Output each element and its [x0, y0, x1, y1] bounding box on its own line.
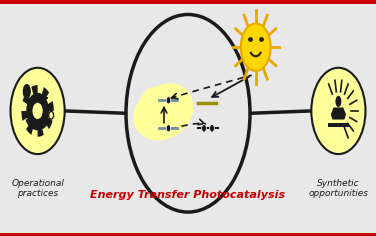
Ellipse shape [241, 23, 271, 71]
Polygon shape [21, 85, 54, 137]
Polygon shape [328, 123, 349, 127]
Text: Operational
practices: Operational practices [11, 179, 64, 198]
Ellipse shape [335, 96, 341, 107]
Text: Energy Transfer Photocatalysis: Energy Transfer Photocatalysis [91, 190, 285, 200]
Ellipse shape [166, 125, 171, 132]
Ellipse shape [23, 84, 31, 99]
Text: Synthetic
opportunities: Synthetic opportunities [308, 179, 368, 198]
Polygon shape [331, 107, 346, 120]
Ellipse shape [202, 124, 206, 132]
Ellipse shape [11, 68, 65, 154]
Polygon shape [133, 83, 193, 140]
Ellipse shape [209, 124, 214, 132]
Ellipse shape [32, 103, 43, 119]
Ellipse shape [311, 68, 365, 154]
Ellipse shape [166, 97, 171, 104]
